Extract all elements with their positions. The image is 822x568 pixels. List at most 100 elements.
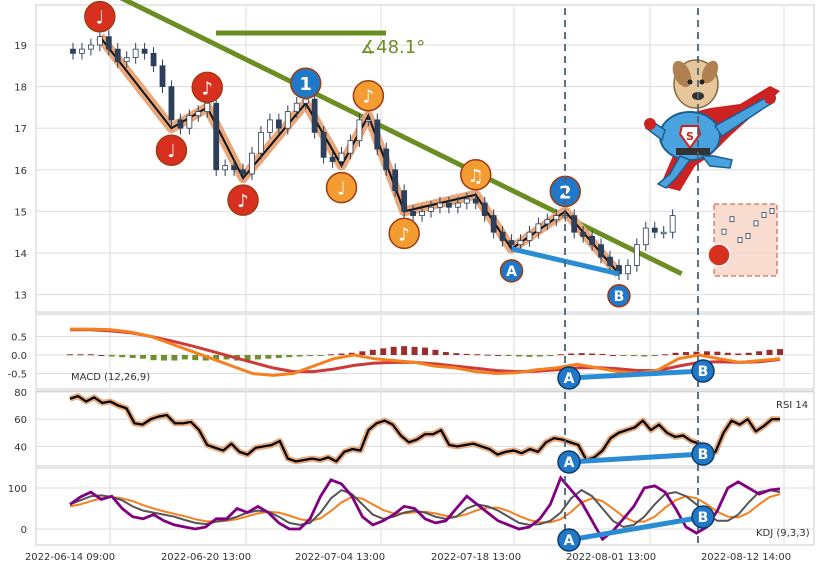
kdj-y-tick: 100 [8, 484, 27, 495]
candle-body [445, 202, 452, 208]
macd-hist-bar [505, 355, 512, 356]
macd-hist-bar [463, 353, 470, 355]
macd-hist-bar [735, 353, 742, 355]
macd-hist-bar [181, 355, 188, 360]
candle-body [625, 265, 631, 275]
candle-body [123, 57, 130, 63]
wave-markers: ♩♩♪♪1♩♪♪♫A2B [84, 0, 631, 308]
wave-marker-circle [607, 284, 631, 308]
candle-body [454, 202, 461, 208]
macd-hist-bar [609, 355, 616, 356]
candle-body [472, 198, 479, 204]
rsi-marker-label: A [564, 455, 575, 471]
candle-body [150, 52, 157, 67]
macd-hist-bar [275, 355, 282, 358]
candle-body [204, 102, 211, 112]
candle-body [553, 215, 560, 221]
candle-body [70, 48, 76, 54]
candle-body [266, 119, 273, 133]
macd-hist-bar [693, 351, 700, 355]
candle-body [651, 227, 658, 233]
macd-hist-bar [401, 346, 408, 355]
candle-body [437, 202, 443, 208]
kdj-k-line [69, 488, 781, 529]
candle-body [275, 119, 282, 129]
wave-marker-circle [388, 217, 420, 250]
macd-hist-bar [98, 355, 105, 356]
macd-label: MACD (12,26,9) [71, 372, 150, 383]
candle-body [356, 119, 363, 142]
macd-hist-bar [453, 353, 460, 355]
macd-hist-bar [67, 354, 73, 356]
wave-marker-label: ♩ [167, 141, 176, 162]
candle-body [544, 219, 551, 225]
wave-marker-label: 1 [299, 74, 312, 95]
macd-hist-bar [432, 349, 439, 355]
macd-hist-bar [296, 355, 303, 357]
candle-body [365, 119, 372, 122]
candle-body [96, 36, 103, 46]
wave-marker-circle [155, 134, 188, 166]
macd-hist-bar [87, 354, 94, 356]
macd-hist-bar [442, 352, 449, 355]
wave-marker-label: ♪ [398, 224, 410, 245]
price-y-tick: 18 [14, 83, 27, 94]
candle-body [642, 227, 649, 246]
rsi-line [69, 395, 780, 463]
forecast-candle [745, 232, 751, 239]
macd-hist-bar [119, 355, 126, 358]
macd-hist-bar [411, 346, 418, 355]
wave-marker-circle [499, 259, 524, 283]
macd-hist-bar [328, 354, 335, 356]
x-tick: 2022-06-14 09:00 [25, 552, 115, 563]
axis-tick-labels: 13 14 15 16 17 18 19 0.5 0.0 -0.5 80 60 40 100 0 2022-0… [7, 41, 791, 563]
candle-body [347, 140, 354, 154]
kdj-divergence [568, 514, 704, 543]
rsi-marker-circle [557, 450, 581, 474]
candle-body [392, 169, 399, 192]
candle-body [660, 231, 667, 235]
rsi-marker-label: B [698, 447, 709, 463]
kdj-marker-circle [691, 505, 715, 529]
price-y-tick: 16 [14, 166, 27, 177]
wave-marker-label: ♪ [202, 78, 214, 99]
candle-body [669, 215, 676, 233]
mascot-badge: S [686, 130, 694, 143]
x-tick: 2022-07-04 13:00 [295, 552, 385, 563]
macd-hist-bar [213, 355, 220, 361]
price-y-tick: 14 [14, 249, 27, 260]
macd-hist-bar [724, 352, 731, 355]
candle-body [499, 231, 506, 241]
price-y-tick: 17 [14, 124, 27, 135]
macd-hist-bar [777, 349, 783, 355]
wave-marker-circle [84, 0, 116, 33]
macd-hist-bar [557, 354, 564, 356]
candle-body [141, 48, 148, 54]
candle-body [186, 115, 193, 129]
rsi-marker-circle [691, 442, 715, 466]
indicator-divergence-lines: A B A B A B [557, 359, 715, 552]
candle-body [320, 131, 327, 158]
wave-marker-label: ♩ [96, 8, 105, 29]
x-tick: 2022-07-18 13:00 [431, 552, 521, 563]
candle-body [463, 198, 470, 204]
macd-hist-bar [474, 354, 481, 356]
buy-marker [707, 243, 731, 267]
macd-hist-bar [589, 353, 596, 355]
candle-body [428, 206, 434, 212]
macd-hist-bar [223, 355, 230, 360]
angle-label: ∡48.1° [360, 37, 425, 58]
wave-marker-circle [227, 184, 259, 216]
rsi-label: RSI 14 [776, 400, 808, 411]
macd-hist-bar [380, 348, 387, 355]
candle-body [302, 98, 309, 104]
candle-body [159, 65, 166, 88]
macd-y-tick: 0.0 [11, 351, 27, 362]
macd-marker-label: B [698, 364, 709, 380]
macd-hist-bar [526, 355, 533, 357]
rsi-y-tick: 60 [14, 415, 27, 426]
candle-body [616, 265, 622, 275]
forecast-candle [761, 212, 767, 218]
candle-body [168, 86, 175, 121]
